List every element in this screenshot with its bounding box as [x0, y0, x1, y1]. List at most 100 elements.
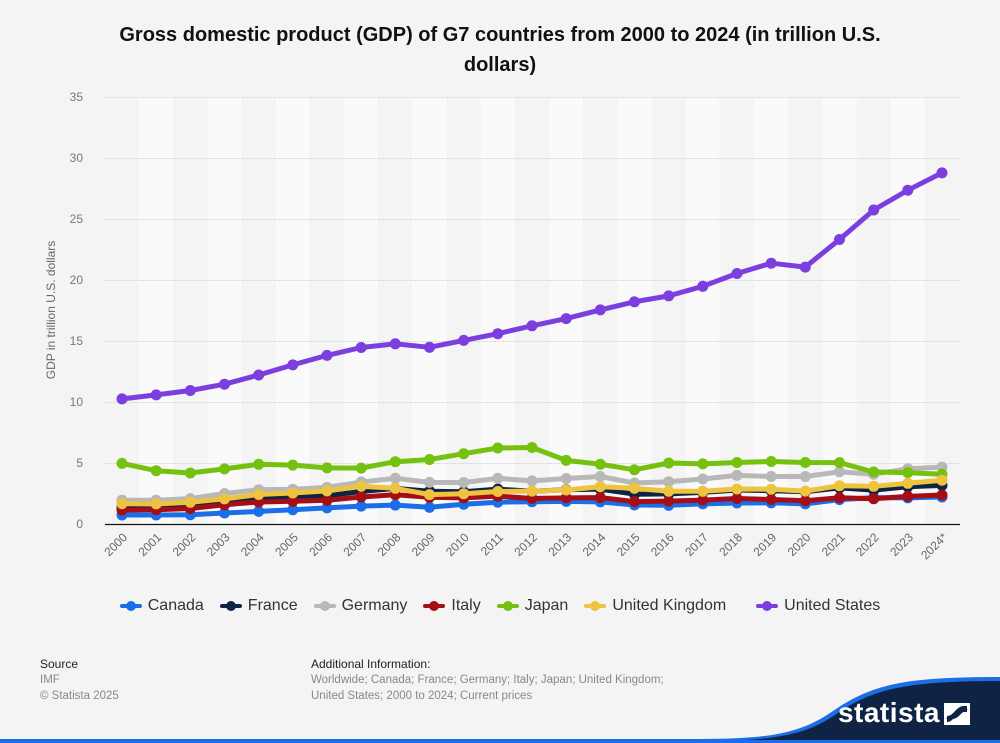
data-point-italy[interactable] [594, 492, 606, 504]
data-point-united-states[interactable] [629, 296, 640, 308]
data-point-germany[interactable] [765, 471, 777, 482]
data-point-united-kingdom[interactable] [287, 487, 299, 499]
data-point-united-states[interactable] [150, 389, 162, 401]
data-point-germany[interactable] [799, 471, 811, 482]
data-point-united-kingdom[interactable] [526, 485, 538, 497]
data-point-japan[interactable] [458, 448, 470, 460]
data-point-united-kingdom[interactable] [560, 484, 572, 496]
data-point-united-states[interactable] [355, 342, 367, 353]
legend-item-germany[interactable]: Germany [313, 597, 407, 615]
legend-item-canada[interactable]: Canada [119, 597, 204, 615]
data-point-japan[interactable] [868, 466, 880, 478]
data-point-united-states[interactable] [424, 341, 435, 353]
data-point-japan[interactable] [799, 457, 811, 468]
data-point-japan[interactable] [902, 467, 914, 479]
data-point-united-states[interactable] [594, 304, 606, 316]
data-point-germany[interactable] [560, 473, 572, 484]
data-point-united-states[interactable] [219, 378, 230, 390]
data-point-united-kingdom[interactable] [150, 498, 162, 510]
data-point-canada[interactable] [219, 507, 230, 519]
data-point-italy[interactable] [287, 495, 299, 507]
data-point-japan[interactable] [492, 442, 504, 454]
data-point-canada[interactable] [389, 499, 401, 511]
data-point-united-states[interactable] [697, 280, 709, 292]
legend-item-united-kingdom[interactable]: United Kingdom [584, 597, 726, 615]
data-point-canada[interactable] [253, 505, 265, 517]
data-point-italy[interactable] [765, 494, 777, 505]
data-point-japan[interactable] [594, 458, 606, 470]
data-point-united-kingdom[interactable] [868, 480, 880, 492]
data-point-germany[interactable] [663, 476, 675, 488]
data-point-united-kingdom[interactable] [629, 482, 640, 494]
data-point-united-states[interactable] [389, 338, 401, 350]
data-point-italy[interactable] [799, 495, 811, 507]
data-point-united-kingdom[interactable] [663, 485, 675, 497]
data-point-italy[interactable] [902, 490, 914, 502]
data-point-japan[interactable] [526, 442, 538, 453]
source-link[interactable]: IMF [40, 674, 60, 686]
data-point-japan[interactable] [560, 454, 572, 466]
data-point-italy[interactable] [321, 494, 333, 506]
statista-logo[interactable]: statista [837, 697, 940, 728]
data-point-united-kingdom[interactable] [458, 488, 470, 500]
data-point-united-states[interactable] [526, 320, 538, 332]
data-point-united-kingdom[interactable] [834, 480, 845, 492]
data-point-united-states[interactable] [799, 261, 811, 273]
data-point-united-kingdom[interactable] [389, 482, 401, 494]
data-point-japan[interactable] [663, 457, 675, 469]
data-point-japan[interactable] [424, 454, 435, 465]
data-point-united-kingdom[interactable] [116, 498, 128, 510]
data-point-canada[interactable] [424, 501, 435, 513]
data-point-germany[interactable] [697, 473, 709, 485]
data-point-united-kingdom[interactable] [424, 489, 435, 501]
data-point-japan[interactable] [219, 463, 230, 475]
data-point-united-states[interactable] [321, 349, 333, 361]
data-point-canada[interactable] [355, 500, 367, 512]
data-point-japan[interactable] [116, 457, 128, 469]
data-point-germany[interactable] [389, 472, 401, 484]
data-point-japan[interactable] [150, 465, 162, 477]
data-point-united-kingdom[interactable] [936, 474, 948, 486]
legend-item-japan[interactable]: Japan [496, 597, 568, 615]
data-point-italy[interactable] [629, 496, 640, 508]
data-point-united-kingdom[interactable] [731, 483, 743, 495]
data-point-japan[interactable] [765, 456, 777, 467]
data-point-canada[interactable] [321, 502, 333, 514]
data-point-united-states[interactable] [731, 268, 743, 279]
data-point-united-kingdom[interactable] [321, 485, 333, 497]
data-point-united-states[interactable] [663, 290, 675, 302]
data-point-united-states[interactable] [834, 234, 845, 245]
data-point-canada[interactable] [287, 504, 299, 516]
data-point-united-states[interactable] [184, 385, 196, 396]
data-point-united-kingdom[interactable] [219, 493, 230, 505]
data-point-germany[interactable] [458, 477, 470, 488]
data-point-united-states[interactable] [287, 359, 299, 371]
data-point-united-states[interactable] [492, 328, 504, 340]
data-point-united-kingdom[interactable] [492, 486, 504, 497]
data-point-italy[interactable] [936, 489, 948, 501]
data-point-united-states[interactable] [765, 257, 777, 269]
data-point-japan[interactable] [697, 458, 709, 470]
legend-item-italy[interactable]: Italy [423, 597, 481, 615]
data-point-japan[interactable] [287, 459, 299, 471]
data-point-japan[interactable] [389, 456, 401, 468]
data-point-united-kingdom[interactable] [697, 485, 709, 497]
data-point-japan[interactable] [184, 467, 196, 479]
data-point-united-states[interactable] [116, 393, 128, 405]
data-point-italy[interactable] [355, 491, 367, 503]
data-point-germany[interactable] [424, 476, 435, 488]
data-point-germany[interactable] [526, 475, 538, 487]
data-point-italy[interactable] [868, 493, 880, 505]
data-point-united-kingdom[interactable] [184, 496, 196, 508]
data-point-italy[interactable] [834, 492, 845, 504]
data-point-united-states[interactable] [458, 334, 470, 346]
data-point-united-kingdom[interactable] [355, 480, 367, 492]
data-point-united-states[interactable] [560, 313, 572, 325]
data-point-germany[interactable] [731, 469, 743, 481]
data-point-japan[interactable] [321, 462, 333, 474]
data-point-japan[interactable] [731, 457, 743, 468]
data-point-germany[interactable] [492, 472, 504, 484]
data-point-germany[interactable] [594, 471, 606, 482]
data-point-united-states[interactable] [253, 369, 265, 381]
data-point-japan[interactable] [629, 464, 640, 476]
